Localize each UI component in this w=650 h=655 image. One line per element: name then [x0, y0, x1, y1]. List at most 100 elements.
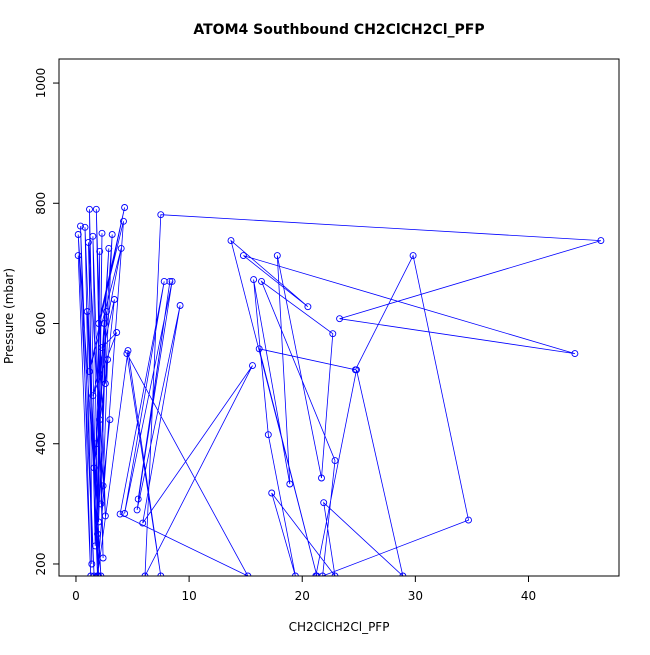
x-axis-label: CH2ClCH2Cl_PFP	[289, 620, 390, 634]
data-point	[258, 277, 265, 285]
data-point	[465, 516, 472, 524]
data-layer	[74, 204, 605, 576]
x-tick-label: 0	[72, 589, 80, 603]
data-point	[90, 572, 98, 576]
data-point	[331, 457, 339, 465]
data-point	[157, 572, 165, 576]
data-point	[273, 252, 281, 260]
data-point	[87, 572, 95, 576]
data-point	[336, 315, 344, 323]
data-point	[90, 464, 98, 472]
data-point	[227, 237, 235, 245]
data-point	[83, 308, 91, 315]
data-point	[98, 229, 106, 237]
data-point	[81, 223, 89, 231]
data-point	[101, 512, 109, 520]
data-point	[110, 296, 118, 303]
y-tick-label: 400	[34, 432, 48, 455]
data-point	[117, 244, 125, 252]
data-point	[571, 350, 579, 358]
data-point	[124, 347, 132, 355]
data-point	[74, 231, 82, 238]
data-point	[95, 518, 103, 526]
data-point	[120, 217, 127, 225]
data-point	[116, 510, 124, 518]
series-line	[77, 207, 602, 576]
data-point	[264, 431, 272, 439]
data-point	[409, 252, 417, 260]
data-point	[97, 572, 105, 576]
data-point	[319, 572, 327, 576]
data-point	[141, 572, 149, 576]
data-point	[86, 368, 93, 376]
data-point	[95, 320, 103, 327]
y-tick-label: 800	[34, 192, 48, 215]
data-point	[88, 560, 96, 568]
data-point	[84, 238, 92, 246]
data-point	[250, 276, 258, 284]
data-point	[121, 204, 129, 211]
data-point	[239, 252, 247, 260]
y-tick-label: 600	[34, 312, 48, 335]
data-point	[99, 554, 107, 562]
data-point	[89, 392, 97, 400]
data-point	[244, 572, 252, 576]
data-point	[98, 344, 106, 352]
data-point	[103, 308, 110, 315]
data-point	[92, 205, 100, 213]
data-point	[104, 356, 112, 364]
data-point	[106, 416, 114, 424]
data-point	[113, 329, 121, 336]
data-point	[304, 303, 312, 311]
data-point	[108, 231, 116, 238]
y-axis: 200 400 600 800 1000	[34, 68, 59, 576]
x-tick-label: 30	[408, 589, 423, 603]
data-point	[97, 500, 105, 508]
chart-title: ATOM4 Southbound CH2ClCH2Cl_PFP	[193, 22, 484, 38]
data-point	[353, 366, 360, 374]
data-point	[101, 380, 109, 388]
data-point	[255, 345, 263, 353]
x-tick-label: 20	[295, 589, 310, 603]
data-point	[157, 211, 165, 219]
x-tick-label: 40	[521, 589, 536, 603]
data-point	[96, 247, 104, 255]
data-point	[312, 572, 320, 576]
data-point	[286, 480, 294, 488]
data-point	[74, 252, 82, 260]
y-tick-label: 200	[34, 553, 48, 576]
data-point	[105, 244, 113, 252]
data-point	[121, 510, 129, 517]
data-point	[99, 482, 107, 490]
data-point	[329, 330, 337, 338]
y-axis-label: Pressure (mbar)	[2, 268, 16, 364]
data-point	[320, 499, 328, 507]
data-point	[268, 489, 276, 497]
data-point	[123, 350, 131, 358]
data-point	[86, 205, 93, 213]
data-point	[166, 277, 174, 285]
data-point	[318, 474, 325, 482]
x-tick-label: 10	[181, 589, 196, 603]
data-point	[77, 222, 84, 230]
data-point	[168, 277, 176, 285]
data-point	[249, 362, 256, 370]
data-point	[399, 572, 407, 576]
data-point	[91, 542, 99, 550]
data-point	[597, 237, 605, 245]
plot-frame	[58, 58, 620, 577]
x-axis: 0 10 20 30 40	[72, 576, 536, 603]
data-point	[291, 572, 299, 576]
data-point	[176, 302, 184, 309]
data-point	[96, 416, 104, 424]
data-point	[89, 232, 97, 240]
data-point	[133, 506, 141, 514]
data-point	[139, 519, 147, 527]
data-point	[94, 530, 101, 538]
data-point	[331, 572, 339, 576]
data-point	[94, 572, 101, 576]
data-point	[92, 440, 100, 448]
data-point	[134, 495, 142, 503]
